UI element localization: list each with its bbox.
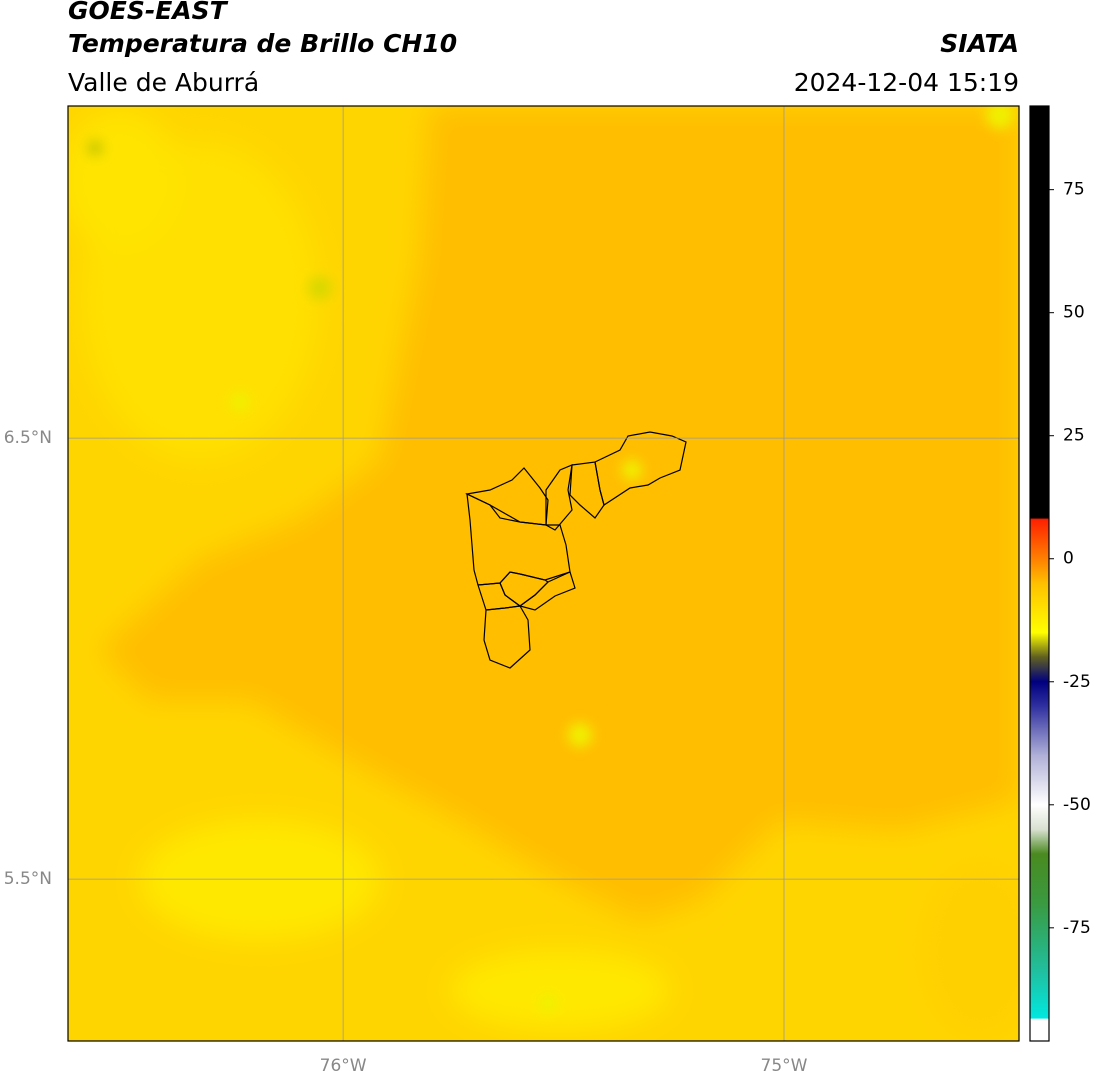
colorbar-tick-label: 25 [1063, 426, 1085, 446]
x-tick-label: 75°W [761, 1056, 808, 1076]
colorbar-tick-label: -50 [1063, 795, 1091, 815]
colorbar-tick-label: 75 [1063, 180, 1085, 200]
datetime: 2024-12-04 15:19 [794, 68, 1019, 97]
municipality-outlines [465, 431, 687, 669]
colorbar-tick-label: 50 [1063, 303, 1085, 323]
region: Valle de Aburrá [68, 68, 259, 97]
title: GOES-EAST [68, 0, 229, 25]
colorbar [1029, 105, 1050, 1042]
y-tick-label: 6.5°N [4, 428, 52, 448]
x-tick-label: 76°W [320, 1056, 367, 1076]
map-frame [67, 105, 1020, 1042]
colorbar-tick-label: -75 [1063, 918, 1091, 938]
colorbar-tick-label: 0 [1063, 549, 1074, 569]
colorbar-tick-label: -25 [1063, 672, 1091, 692]
source: SIATA [940, 29, 1019, 58]
map-field [68, 106, 1019, 1041]
y-tick-label: 5.5°N [4, 869, 52, 889]
subtitle: Temperatura de Brillo CH10 [68, 29, 457, 58]
